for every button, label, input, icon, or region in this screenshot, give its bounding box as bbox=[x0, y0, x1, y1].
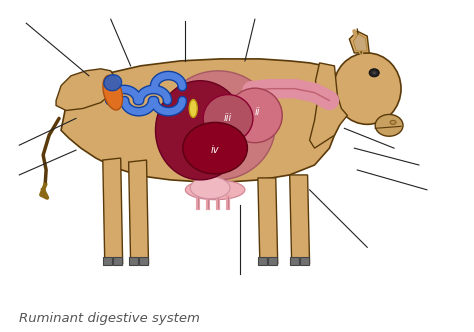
Ellipse shape bbox=[333, 53, 401, 124]
Polygon shape bbox=[128, 160, 148, 264]
Text: iii: iii bbox=[224, 114, 232, 124]
Polygon shape bbox=[113, 257, 122, 265]
Ellipse shape bbox=[190, 177, 230, 199]
Ellipse shape bbox=[203, 95, 253, 142]
Ellipse shape bbox=[183, 123, 247, 174]
Text: Ruminant digestive system: Ruminant digestive system bbox=[19, 312, 200, 325]
Polygon shape bbox=[103, 257, 112, 265]
Polygon shape bbox=[258, 257, 267, 265]
Polygon shape bbox=[258, 178, 278, 264]
Text: ii: ii bbox=[255, 108, 261, 118]
Polygon shape bbox=[290, 175, 310, 264]
Polygon shape bbox=[138, 257, 147, 265]
Polygon shape bbox=[61, 59, 345, 182]
Text: iv: iv bbox=[211, 145, 219, 155]
Polygon shape bbox=[128, 257, 137, 265]
Ellipse shape bbox=[228, 88, 282, 143]
Polygon shape bbox=[56, 69, 116, 111]
Ellipse shape bbox=[375, 115, 403, 136]
Polygon shape bbox=[290, 257, 299, 265]
Ellipse shape bbox=[369, 69, 379, 77]
Ellipse shape bbox=[161, 71, 275, 180]
Ellipse shape bbox=[372, 71, 376, 74]
Polygon shape bbox=[103, 158, 123, 264]
Ellipse shape bbox=[103, 75, 123, 110]
Polygon shape bbox=[300, 257, 309, 265]
Polygon shape bbox=[310, 63, 347, 148]
Polygon shape bbox=[268, 257, 277, 265]
Ellipse shape bbox=[104, 75, 122, 91]
Ellipse shape bbox=[189, 100, 197, 118]
Ellipse shape bbox=[390, 121, 396, 124]
Ellipse shape bbox=[185, 180, 245, 200]
Polygon shape bbox=[353, 34, 367, 51]
Polygon shape bbox=[349, 31, 369, 53]
Ellipse shape bbox=[155, 81, 245, 180]
